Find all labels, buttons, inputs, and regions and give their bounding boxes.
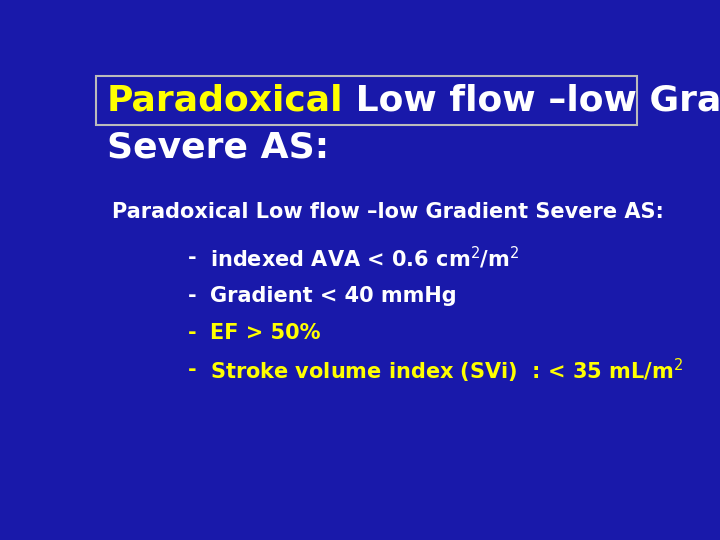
Text: Stroke volume index (SVi)  : < 35 mL/m$^2$: Stroke volume index (SVi) : < 35 mL/m$^2… bbox=[210, 356, 683, 384]
Text: Low flow –low Gradient: Low flow –low Gradient bbox=[343, 84, 720, 118]
Text: -: - bbox=[188, 248, 197, 268]
Text: Gradient < 40 mmHg: Gradient < 40 mmHg bbox=[210, 286, 456, 306]
Text: -: - bbox=[188, 360, 197, 380]
Text: indexed AVA < 0.6 cm$^2$/m$^2$: indexed AVA < 0.6 cm$^2$/m$^2$ bbox=[210, 245, 519, 271]
Text: Paradoxical: Paradoxical bbox=[107, 84, 343, 118]
Text: -: - bbox=[188, 286, 197, 306]
Text: Paradoxical Low flow –low Gradient Severe AS:: Paradoxical Low flow –low Gradient Sever… bbox=[112, 202, 664, 222]
Text: -: - bbox=[188, 323, 197, 343]
Text: Severe AS:: Severe AS: bbox=[107, 131, 329, 165]
FancyBboxPatch shape bbox=[96, 76, 637, 125]
Text: EF > 50%: EF > 50% bbox=[210, 323, 320, 343]
